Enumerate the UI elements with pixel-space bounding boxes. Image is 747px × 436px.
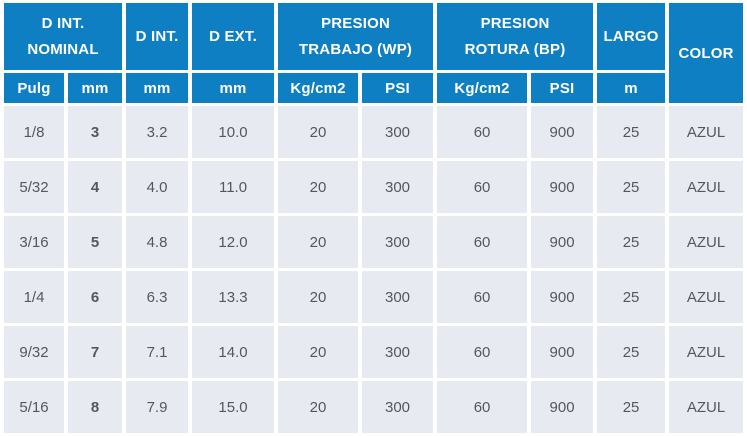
cell-wp-psi: 300 xyxy=(362,326,434,378)
table-row: 5/16 8 7.9 15.0 20 300 60 900 25 AZUL xyxy=(4,381,744,433)
cell-bp-kgcm2: 60 xyxy=(437,326,528,378)
cell-largo: 25 xyxy=(597,161,666,213)
subheader-kgcm2-bp: Kg/cm2 xyxy=(437,73,528,103)
cell-color: AZUL xyxy=(669,106,744,158)
table-row: 3/16 5 4.8 12.0 20 300 60 900 25 AZUL xyxy=(4,216,744,268)
table-row: 1/4 6 6.3 13.3 20 300 60 900 25 AZUL xyxy=(4,271,744,323)
cell-pulg: 5/32 xyxy=(4,161,64,213)
cell-d-ext: 12.0 xyxy=(192,216,275,268)
cell-bp-psi: 900 xyxy=(531,106,594,158)
cell-mm-nominal: 4 xyxy=(68,161,123,213)
cell-bp-kgcm2: 60 xyxy=(437,271,528,323)
header-d-int-label: D INT. xyxy=(135,28,179,45)
header-d-int: D INT. xyxy=(126,3,189,70)
cell-bp-psi: 900 xyxy=(531,161,594,213)
header-d-ext: D EXT. xyxy=(192,3,275,70)
header-d-ext-label: D EXT. xyxy=(209,28,257,45)
subheader-kgcm2-wp: Kg/cm2 xyxy=(278,73,359,103)
cell-largo: 25 xyxy=(597,216,666,268)
cell-bp-kgcm2: 60 xyxy=(437,381,528,433)
subheader-mm-ext: mm xyxy=(192,73,275,103)
cell-mm-nominal: 8 xyxy=(68,381,123,433)
subheader-mm-int: mm xyxy=(126,73,189,103)
cell-pulg: 3/16 xyxy=(4,216,64,268)
cell-bp-psi: 900 xyxy=(531,216,594,268)
cell-d-int: 7.9 xyxy=(126,381,189,433)
header-d-int-nominal: D INT. NOMINAL xyxy=(4,3,123,70)
cell-largo: 25 xyxy=(597,106,666,158)
header-presion-trabajo: PRESION TRABAJO (WP) xyxy=(278,3,434,70)
header-row-top: D INT. NOMINAL D INT. D EXT. PRESION TRA… xyxy=(4,3,744,103)
cell-d-ext: 13.3 xyxy=(192,271,275,323)
cell-d-ext: 15.0 xyxy=(192,381,275,433)
table-row: 9/32 7 7.1 14.0 20 300 60 900 25 AZUL xyxy=(4,326,744,378)
cell-color: AZUL xyxy=(669,326,744,378)
cell-wp-kgcm2: 20 xyxy=(278,271,359,323)
cell-wp-psi: 300 xyxy=(362,216,434,268)
cell-d-ext: 14.0 xyxy=(192,326,275,378)
subheader-mm-nominal: mm xyxy=(68,73,123,103)
cell-wp-kgcm2: 20 xyxy=(278,216,359,268)
cell-d-int: 7.1 xyxy=(126,326,189,378)
cell-pulg: 9/32 xyxy=(4,326,64,378)
cell-wp-kgcm2: 20 xyxy=(278,381,359,433)
cell-bp-kgcm2: 60 xyxy=(437,106,528,158)
cell-bp-kgcm2: 60 xyxy=(437,216,528,268)
cell-wp-kgcm2: 20 xyxy=(278,106,359,158)
subheader-m: m xyxy=(597,73,666,103)
cell-d-int: 4.8 xyxy=(126,216,189,268)
cell-wp-psi: 300 xyxy=(362,161,434,213)
header-color-label: COLOR xyxy=(678,44,734,62)
header-d-int-nominal-line2: NOMINAL xyxy=(27,40,99,58)
header-presion-rotura-line1: PRESION xyxy=(480,15,550,33)
subheader-pulg: Pulg xyxy=(4,73,64,103)
cell-color: AZUL xyxy=(669,216,744,268)
cell-pulg: 1/4 xyxy=(4,271,64,323)
cell-d-int: 6.3 xyxy=(126,271,189,323)
header-color: COLOR xyxy=(669,3,744,103)
cell-d-int: 3.2 xyxy=(126,106,189,158)
cell-d-ext: 10.0 xyxy=(192,106,275,158)
cell-color: AZUL xyxy=(669,161,744,213)
header-d-int-nominal-line1: D INT. xyxy=(41,15,85,33)
cell-wp-psi: 300 xyxy=(362,381,434,433)
cell-wp-psi: 300 xyxy=(362,106,434,158)
cell-mm-nominal: 5 xyxy=(68,216,123,268)
cell-wp-kgcm2: 20 xyxy=(278,326,359,378)
table-row: 5/32 4 4.0 11.0 20 300 60 900 25 AZUL xyxy=(4,161,744,213)
cell-bp-psi: 900 xyxy=(531,271,594,323)
header-row-sub: Pulg mm mm mm Kg/cm2 PSI Kg/cm2 PSI m xyxy=(4,73,743,103)
cell-mm-nominal: 7 xyxy=(68,326,123,378)
cell-largo: 25 xyxy=(597,381,666,433)
cell-largo: 25 xyxy=(597,326,666,378)
header-largo-label: LARGO xyxy=(603,28,659,45)
header-presion-rotura-line2: ROTURA (BP) xyxy=(464,40,566,58)
cell-bp-psi: 900 xyxy=(531,326,594,378)
cell-color: AZUL xyxy=(669,381,744,433)
cell-pulg: 5/16 xyxy=(4,381,64,433)
cell-wp-kgcm2: 20 xyxy=(278,161,359,213)
cell-wp-psi: 300 xyxy=(362,271,434,323)
table-row: 1/8 3 3.2 10.0 20 300 60 900 25 AZUL xyxy=(4,106,744,158)
header-presion-rotura: PRESION ROTURA (BP) xyxy=(437,3,594,70)
subheader-psi-wp: PSI xyxy=(362,73,434,103)
cell-pulg: 1/8 xyxy=(4,106,64,158)
header-presion-trabajo-line1: PRESION xyxy=(321,15,390,33)
subheader-psi-bp: PSI xyxy=(531,73,594,103)
cell-bp-kgcm2: 60 xyxy=(437,161,528,213)
header-largo: LARGO xyxy=(597,3,666,70)
cell-largo: 25 xyxy=(597,271,666,323)
cell-mm-nominal: 3 xyxy=(68,106,123,158)
cell-mm-nominal: 6 xyxy=(68,271,123,323)
cell-d-ext: 11.0 xyxy=(192,161,275,213)
cell-color: AZUL xyxy=(669,271,744,323)
cell-d-int: 4.0 xyxy=(126,161,189,213)
header-presion-trabajo-line2: TRABAJO (WP) xyxy=(298,40,413,58)
cell-bp-psi: 900 xyxy=(531,381,594,433)
